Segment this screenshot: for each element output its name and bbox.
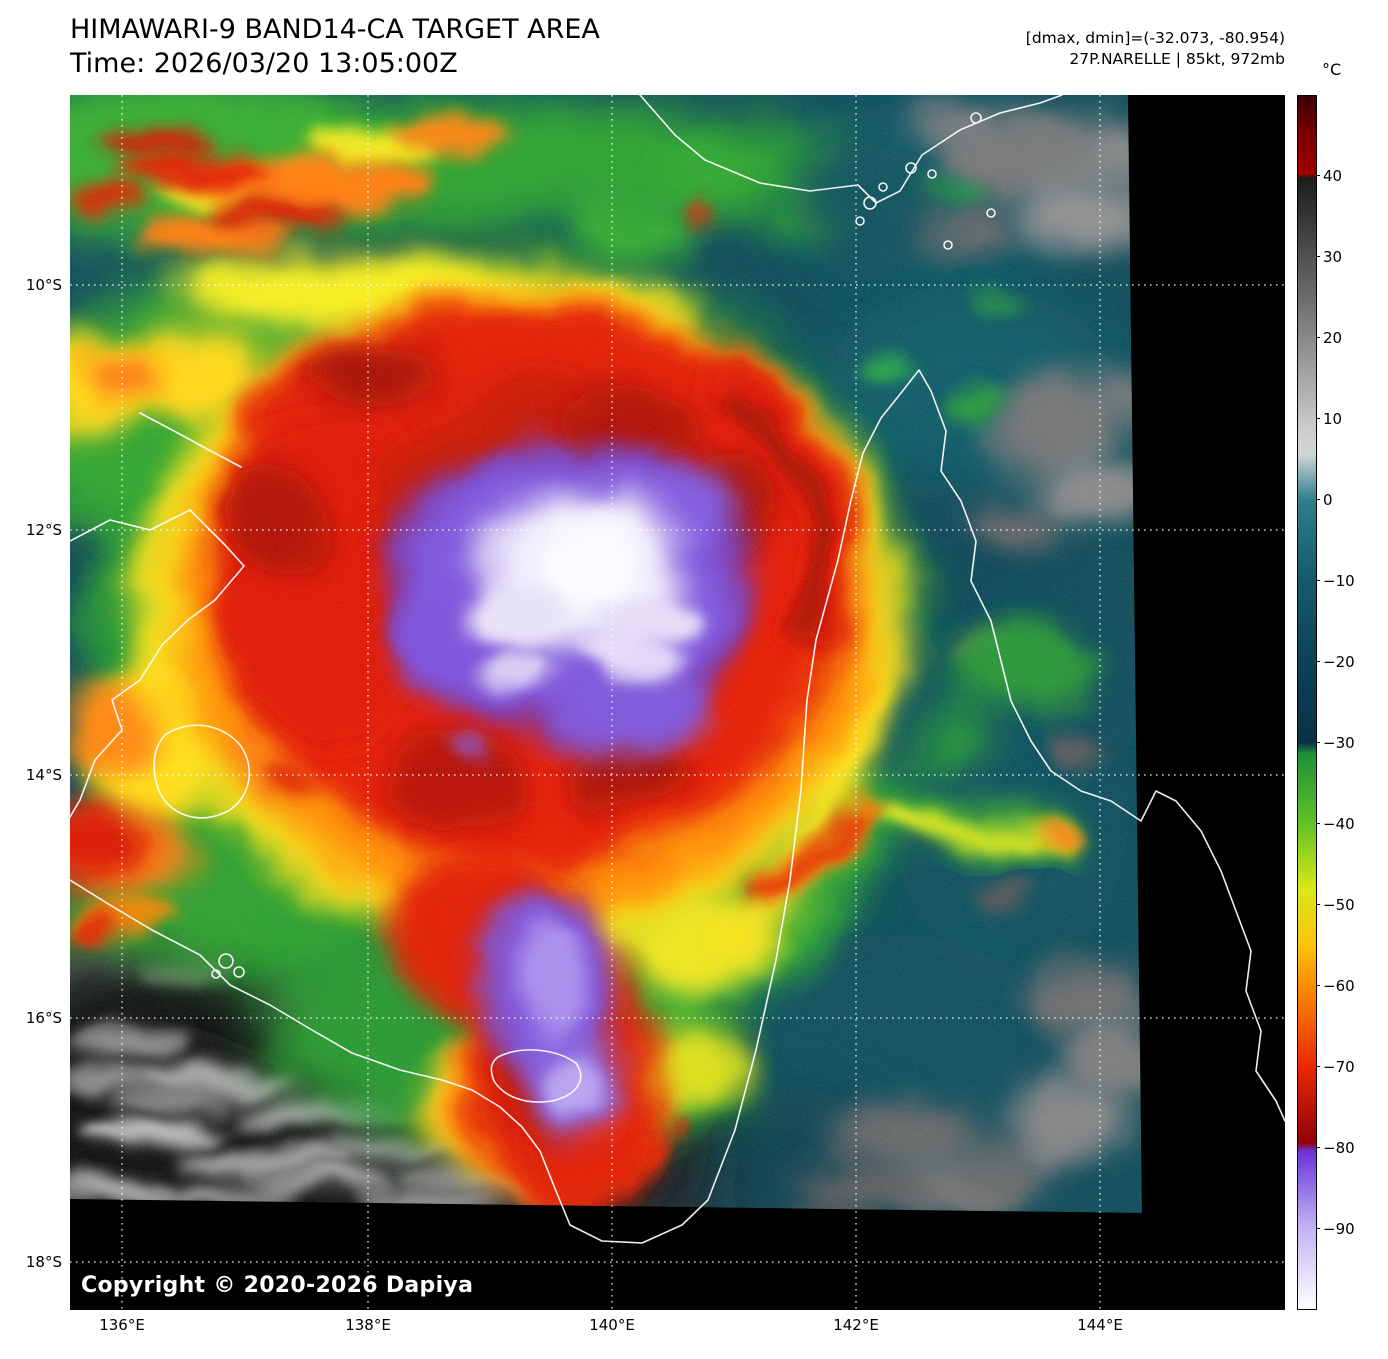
satellite-map-canvas: [70, 95, 1285, 1310]
header-right: [dmax, dmin]=(-32.073, -80.954) 27P.NARE…: [1026, 28, 1285, 70]
islands-small: [211, 112, 996, 979]
colorbar-gradient: [1297, 95, 1317, 1310]
lat-axis-label: 14°S: [25, 766, 62, 784]
colorbar-tick-label: 20: [1315, 329, 1343, 347]
islands-wessel: [139, 412, 242, 468]
lat-axis-label: 10°S: [25, 276, 62, 294]
copyright-watermark: Copyright © 2020-2026 Dapiya: [81, 1273, 474, 1298]
colorbar-tick-label: −10: [1316, 572, 1355, 590]
page-title: HIMAWARI-9 BAND14-CA TARGET AREA: [70, 14, 600, 45]
grain-overlay: [70, 95, 1142, 1213]
colorbar-tick-label: −20: [1316, 653, 1355, 671]
colorbar-tick-label: 0: [1316, 491, 1333, 509]
timestamp: Time: 2026/03/20 13:05:00Z: [70, 48, 458, 79]
lon-axis-label: 138°E: [345, 1316, 391, 1334]
colorbar-tick-label: −70: [1316, 1058, 1355, 1076]
data-swath: [70, 95, 1142, 1213]
lon-axis-label: 142°E: [833, 1316, 879, 1334]
colorbar-ticks: 40 30 20 10 0 −10 −20 −30 −40 −50 −60 −7…: [1315, 95, 1388, 1310]
lon-axis-label: 140°E: [589, 1316, 635, 1334]
coastline-australia: [70, 369, 1285, 1244]
storm-info: 27P.NARELLE | 85kt, 972mb: [1069, 50, 1285, 68]
lat-axis-label: 18°S: [25, 1253, 62, 1271]
lon-axis-label: 136°E: [99, 1316, 145, 1334]
lat-axis-label: 12°S: [25, 521, 62, 539]
dmax-dmin-readout: [dmax, dmin]=(-32.073, -80.954): [1025, 29, 1285, 47]
satellite-map: Copyright © 2020-2026 Dapiya: [70, 95, 1285, 1310]
colorbar-tick-label: 40: [1315, 167, 1343, 185]
lat-axis-label: 16°S: [25, 1009, 62, 1027]
colorbar-unit-label: °C: [1322, 60, 1342, 79]
island-groote-eylandt: [153, 724, 251, 819]
colorbar-tick-label: −50: [1316, 896, 1355, 914]
island-mornington: [490, 1049, 582, 1103]
lon-axis-label: 144°E: [1077, 1316, 1123, 1334]
colorbar-tick-label: 30: [1315, 248, 1343, 266]
colorbar-tick-label: −90: [1316, 1220, 1355, 1238]
colorbar-tick-label: −30: [1316, 734, 1355, 752]
colorbar-tick-label: 10: [1315, 410, 1343, 428]
colorbar-tick-label: −60: [1316, 977, 1355, 995]
coastline-overlay: [70, 95, 1285, 1244]
graticule-grid: [70, 95, 1285, 1310]
colorbar-tick-label: −80: [1316, 1139, 1355, 1157]
colorbar-tick-label: −40: [1316, 815, 1355, 833]
